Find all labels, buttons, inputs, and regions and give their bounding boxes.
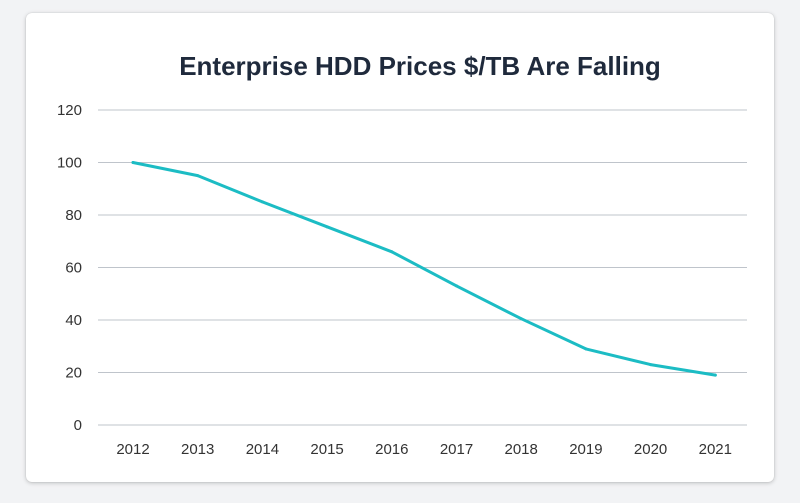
x-axis-ticks: 2012 2013 2014 2015 2016 2017 2018 2019 2020 2021 [116, 441, 732, 458]
y-tick-label-120: 120 [57, 102, 82, 119]
data-point-2018 [519, 317, 523, 321]
y-tick-label-100: 100 [57, 155, 82, 172]
y-tick-label-0: 0 [74, 417, 82, 434]
x-tick-label-2019: 2019 [569, 441, 602, 458]
x-tick-label-2016: 2016 [375, 441, 408, 458]
x-tick-label-2015: 2015 [310, 441, 343, 458]
chart-title: Enterprise HDD Prices $/TB Are Falling [179, 51, 661, 81]
gridlines [98, 109, 747, 426]
series-layer [131, 161, 717, 377]
data-point-2020 [649, 363, 653, 367]
y-tick-label-80: 80 [65, 207, 82, 224]
x-tick-label-2014: 2014 [246, 441, 279, 458]
data-point-2017 [455, 284, 458, 288]
data-point-2016 [390, 250, 394, 254]
data-point-2013 [196, 174, 200, 178]
data-point-2019 [584, 347, 588, 351]
x-tick-label-2021: 2021 [699, 441, 732, 458]
y-tick-label-40: 40 [65, 312, 82, 329]
data-point-2014 [260, 200, 264, 204]
y-tick-label-60: 60 [65, 260, 82, 277]
x-tick-label-2012: 2012 [116, 441, 149, 458]
x-tick-label-2013: 2013 [181, 441, 214, 458]
data-point-2015 [325, 225, 329, 229]
x-tick-label-2018: 2018 [505, 441, 538, 458]
data-point-2012 [131, 161, 135, 164]
series-line-0 [131, 161, 717, 377]
x-tick-label-2020: 2020 [634, 441, 667, 458]
chart-card [26, 13, 774, 482]
y-axis-ticks: 0 20 40 60 80 100 120 [57, 102, 82, 434]
x-tick-label-2017: 2017 [440, 441, 473, 458]
data-point-2021 [713, 373, 717, 377]
y-tick-label-20: 20 [65, 365, 82, 382]
